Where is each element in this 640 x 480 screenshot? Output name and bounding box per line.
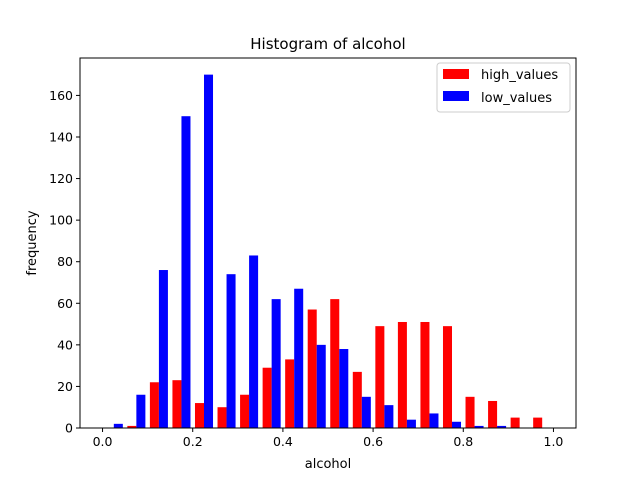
- bar-high-values-9: [307, 309, 317, 428]
- x-tick-label: 0.4: [273, 434, 293, 449]
- x-tick-label: 0.6: [363, 434, 383, 449]
- bar-low-values-3: [181, 116, 191, 429]
- bar-low-values-14: [429, 413, 439, 428]
- x-tick-label: 0.2: [183, 434, 203, 449]
- bar-low-values-1: [136, 394, 146, 428]
- y-tick-label: 20: [57, 379, 73, 394]
- bar-high-values-1: [127, 425, 137, 428]
- y-tick-label: 120: [49, 171, 73, 186]
- legend-swatch-low-values: [443, 91, 469, 101]
- bar-low-values-10: [339, 349, 349, 428]
- y-tick-label: 0: [65, 421, 73, 436]
- y-tick-label: 80: [57, 254, 73, 269]
- y-tick-label: 160: [49, 88, 73, 103]
- bar-high-values-16: [465, 396, 475, 428]
- bar-low-values-8: [294, 288, 304, 428]
- bar-low-values-9: [316, 344, 326, 428]
- bar-low-values-5: [226, 274, 236, 428]
- bar-high-values-13: [397, 321, 407, 428]
- chart-title: Histogram of alcohol: [250, 35, 405, 53]
- bar-high-values-8: [285, 359, 295, 428]
- legend-label-high-values: high_values: [481, 68, 558, 83]
- bar-low-values-16: [474, 425, 484, 428]
- y-tick-label: 60: [57, 296, 73, 311]
- y-tick-label: 140: [49, 129, 73, 144]
- bar-low-values-2: [158, 270, 168, 428]
- bar-low-values-6: [249, 255, 259, 428]
- x-tick-label: 1.0: [544, 434, 564, 449]
- bar-high-values-14: [420, 321, 430, 428]
- bar-high-values-3: [172, 380, 182, 428]
- plot-frame: [79, 57, 577, 429]
- bar-high-values-12: [375, 326, 385, 428]
- legend-box: [436, 62, 571, 113]
- x-axis-ticks: 0.0 0.2 0.4 0.6 0.8 1.0: [93, 428, 564, 449]
- bar-high-values-4: [194, 403, 204, 428]
- y-tick-label: 40: [57, 337, 73, 352]
- bar-high-values-18: [510, 417, 520, 428]
- bar-high-values-11: [352, 371, 362, 428]
- bar-high-values-7: [262, 367, 272, 428]
- bar-low-values-17: [497, 425, 507, 428]
- y-axis-label: frequency: [25, 210, 40, 276]
- bar-low-values-0: [113, 423, 123, 428]
- bar-high-values-2: [149, 382, 159, 428]
- bar-low-values-7: [271, 299, 281, 428]
- bar-high-values-10: [330, 299, 340, 428]
- legend-label-low-values: low_values: [481, 91, 552, 106]
- bar-high-values-17: [488, 400, 498, 428]
- bar-low-values-15: [452, 421, 462, 428]
- bar-high-values-5: [217, 407, 227, 428]
- y-axis-ticks: 0 20 40 60 80 100 120 140 160: [49, 88, 80, 436]
- x-axis-label: alcohol: [305, 457, 351, 472]
- bar-low-values-4: [204, 74, 214, 428]
- legend-swatch-high-values: [443, 69, 469, 79]
- y-tick-label: 100: [49, 213, 73, 228]
- legend: high_values low_values: [436, 62, 571, 113]
- bar-high-values-6: [240, 394, 250, 428]
- bar-high-values-19: [533, 417, 543, 428]
- x-tick-label: 0.0: [93, 434, 113, 449]
- bar-low-values-12: [384, 405, 394, 428]
- bars-group: [113, 74, 543, 429]
- bar-high-values-15: [442, 326, 452, 428]
- bar-low-values-11: [361, 396, 371, 428]
- bar-low-values-13: [406, 419, 416, 428]
- x-tick-label: 0.8: [453, 434, 473, 449]
